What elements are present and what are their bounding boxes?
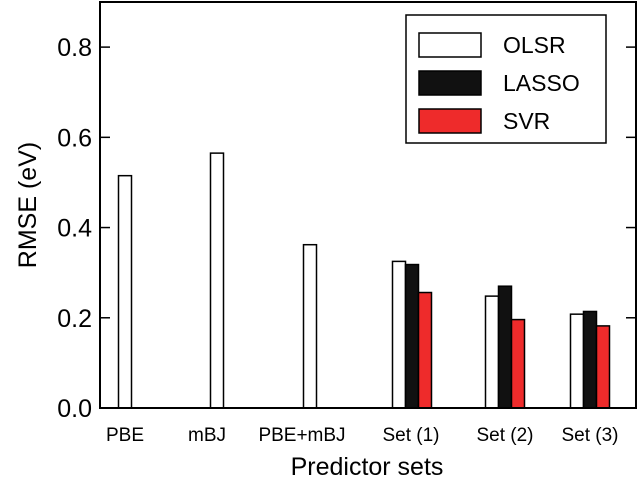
- y-axis-title: RMSE (eV): [14, 142, 42, 268]
- legend-label-lasso: LASSO: [503, 70, 580, 96]
- bar-olsr: [117, 174, 133, 409]
- bar-olsr: [391, 260, 407, 409]
- x-category-label: PBE: [106, 425, 144, 446]
- y-tick-label: 0.0: [57, 395, 92, 423]
- legend-swatch-lasso: [418, 70, 482, 96]
- legend-swatch-svr: [418, 108, 482, 134]
- x-category-label: Set (3): [561, 425, 618, 446]
- x-category-label: Set (2): [476, 425, 533, 446]
- y-tick-label: 0.2: [57, 305, 92, 333]
- bar-svr: [417, 291, 433, 409]
- bar-olsr: [569, 313, 585, 409]
- x-category-label: Set (1): [382, 425, 439, 446]
- legend-label-olsr: OLSR: [503, 32, 566, 58]
- legend-label-svr: SVR: [503, 108, 550, 134]
- bar-svr: [595, 325, 611, 409]
- x-category-label: mBJ: [188, 425, 226, 446]
- bars: [117, 152, 611, 409]
- x-axis-title: Predictor sets: [291, 453, 444, 481]
- plot-frame: [99, 1, 637, 409]
- bar-olsr: [484, 295, 500, 409]
- bar-lasso: [582, 310, 598, 409]
- legend: OLSR LASSO SVR: [405, 14, 607, 144]
- bar-svr: [510, 318, 526, 409]
- bar-olsr: [209, 152, 225, 409]
- x-category-label: PBE+mBJ: [258, 425, 345, 446]
- y-axis-ticks: 0.0 0.2 0.4 0.6 0.8: [57, 34, 636, 423]
- bar-olsr: [302, 243, 318, 409]
- x-axis-category-labels: PBE mBJ PBE+mBJ Set (1) Set (2) Set (3): [106, 425, 619, 446]
- bar-lasso: [497, 285, 513, 409]
- y-tick-label: 0.4: [57, 215, 92, 243]
- bar-lasso: [404, 263, 420, 409]
- legend-swatch-olsr: [418, 32, 482, 58]
- y-tick-label: 0.6: [57, 124, 92, 152]
- y-tick-label: 0.8: [57, 34, 92, 62]
